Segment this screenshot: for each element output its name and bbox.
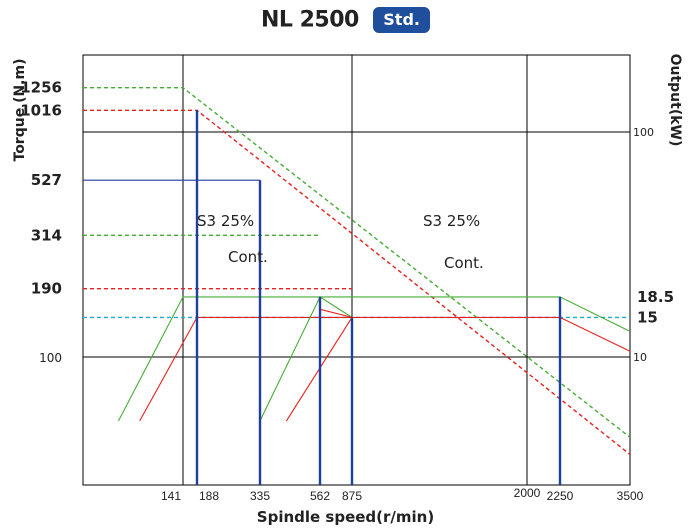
torque-tick-label-190: 190: [31, 280, 62, 298]
chart-header: NL 2500 Std.: [0, 7, 691, 33]
output-tick-label-18-5: 18.5: [637, 288, 674, 306]
annotation-s3-high: S3 25%: [423, 212, 480, 230]
cont--torque-line-1: [83, 109, 631, 456]
chart-title: NL 2500: [261, 7, 359, 33]
cont--output-line-7: [139, 316, 631, 422]
torque-tick-label-1016: 1016: [20, 101, 62, 119]
curve-output-line-8: [259, 296, 353, 422]
x-tick-label-875: 875: [342, 489, 362, 503]
x-tick-label-141: 141: [161, 489, 181, 503]
x-tick-label-188: 188: [199, 489, 219, 503]
torque-tick-label-527: 527: [31, 171, 62, 189]
output-tick-label-15: 15: [637, 308, 658, 326]
annotation-s3-low: S3 25%: [197, 212, 254, 230]
curve-output-line-10: [319, 308, 353, 318]
std-badge: Std.: [373, 7, 430, 33]
output-tick-label-100: 100: [633, 126, 654, 139]
s3-25--output-line-6: [118, 296, 631, 422]
x-axis-title: Spindle speed(r/min): [256, 508, 435, 526]
x-tick-label-562: 562: [310, 489, 330, 503]
x-tick-label-3500: 3500: [617, 489, 644, 503]
annotation-cont-low: Cont.: [228, 248, 268, 266]
output-tick-label-10: 10: [633, 351, 647, 364]
s3-25--torque-line-0: [83, 86, 631, 438]
torque-tick-label-100: 100: [39, 351, 62, 365]
x-tick-label-2250: 2250: [547, 489, 574, 503]
annotation-cont-high: Cont.: [444, 254, 484, 272]
torque-tick-label-1256: 1256: [20, 79, 62, 97]
x-tick-label-335: 335: [250, 489, 270, 503]
x-tick-label-2000: 2000: [514, 486, 541, 500]
torque-tick-label-314: 314: [31, 226, 62, 244]
plot-frame: [82, 54, 631, 486]
